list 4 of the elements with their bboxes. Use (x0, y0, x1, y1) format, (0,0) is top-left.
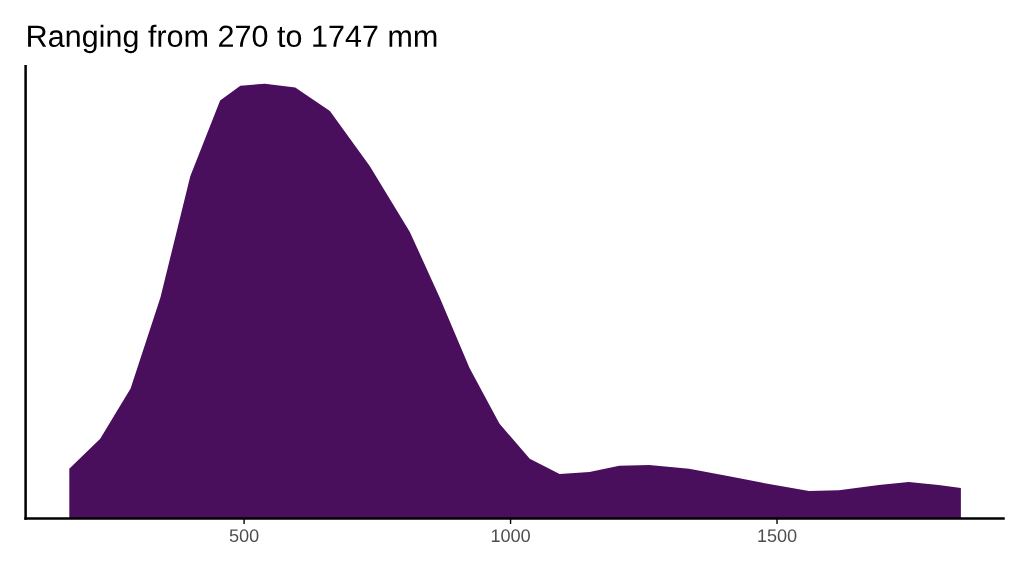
x-tick-label: 1500 (758, 529, 797, 543)
chart-title: Ranging from 270 to 1747 mm (28, 24, 437, 54)
x-tick-label: 500 (229, 529, 259, 543)
x-tick-label: 1000 (491, 529, 530, 543)
